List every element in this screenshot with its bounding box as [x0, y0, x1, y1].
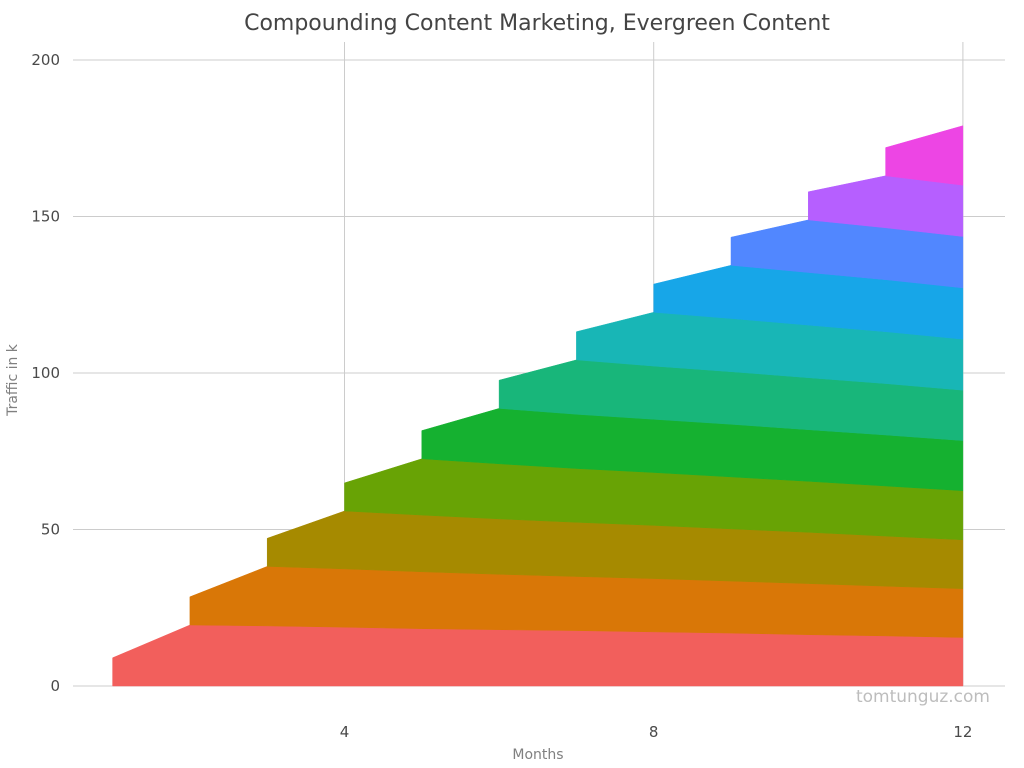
- axis-ticks: 0 50 100 150 200 4 8 12: [31, 51, 972, 741]
- y-axis-label: Traffic in k: [5, 343, 21, 417]
- y-tick-label: 0: [50, 677, 60, 695]
- y-tick-label: 50: [41, 521, 60, 539]
- y-tick-label: 100: [31, 364, 60, 382]
- cohort-area-11: [885, 125, 964, 186]
- watermark-text: tomtunguz.com: [856, 687, 990, 707]
- x-tick-label: 8: [649, 723, 659, 741]
- y-tick-label: 150: [31, 208, 60, 226]
- x-tick-label: 4: [340, 723, 350, 741]
- stacked-areas: [112, 125, 964, 687]
- x-tick-label: 12: [953, 723, 972, 741]
- chart-title: Compounding Content Marketing, Evergreen…: [244, 11, 830, 36]
- y-tick-label: 200: [31, 51, 60, 69]
- x-axis-label: Months: [512, 747, 563, 763]
